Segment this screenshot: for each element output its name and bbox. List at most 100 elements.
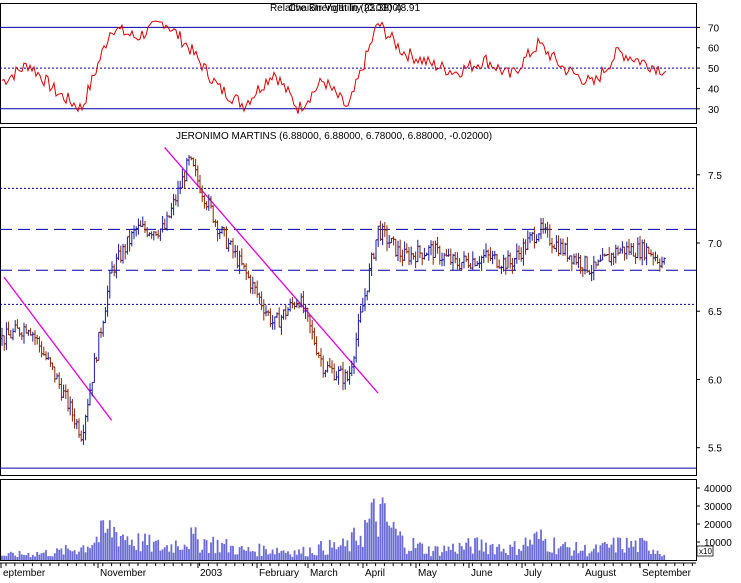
x-axis-label: March: [310, 568, 338, 578]
volume-bar: [174, 540, 177, 560]
volume-bar: [168, 551, 171, 560]
volume-bar: [181, 549, 184, 560]
volume-bar: [386, 521, 388, 560]
volume-bar: [359, 535, 362, 560]
volume-bar: [31, 554, 34, 560]
x-axis-label: 2003: [200, 568, 223, 578]
volume-bar: [507, 555, 509, 560]
volume-bar: [619, 537, 622, 560]
volume-bar: [509, 544, 512, 560]
volume-bar: [524, 537, 527, 560]
volume-bar: [568, 547, 571, 560]
volume-bar: [251, 551, 254, 560]
volume-bar: [313, 554, 316, 560]
volume-bar: [412, 537, 415, 560]
volume-bar: [126, 536, 129, 560]
volume-bar: [287, 551, 289, 560]
volume-bar: [194, 527, 197, 560]
volume-bar: [344, 546, 347, 560]
volume-bar: [542, 540, 545, 560]
volume-bar: [628, 547, 630, 560]
volume-bar: [575, 542, 578, 560]
volume-bar: [75, 554, 78, 560]
volume-bar: [553, 537, 556, 560]
volume-tick-label: 40000: [704, 484, 732, 495]
volume-bar: [282, 550, 285, 560]
volume-bar: [430, 556, 432, 560]
volume-bar: [304, 556, 307, 560]
volume-bar: [529, 539, 531, 560]
price-tick-label: 5.5: [708, 444, 722, 455]
volume-bar: [533, 533, 536, 560]
volume-bar: [416, 543, 419, 560]
volume-bar: [432, 551, 435, 560]
volume-bar: [40, 553, 43, 560]
volume-bar: [212, 536, 215, 560]
volume-bar: [192, 533, 195, 560]
volume-bar: [322, 550, 325, 560]
volume-bar: [111, 537, 113, 560]
volume-tick-label: 30000: [704, 502, 732, 513]
volume-bar: [650, 554, 652, 560]
volume-bar: [566, 547, 569, 560]
volume-bar: [467, 538, 470, 560]
volume-bar: [454, 551, 457, 560]
volume-bar: [298, 549, 300, 560]
volume-bar: [606, 543, 608, 560]
volume-bar: [544, 538, 547, 560]
volume-bar: [293, 550, 296, 560]
volume-bar: [562, 544, 564, 560]
volume-bar: [320, 541, 322, 560]
volume-bar: [179, 549, 182, 560]
volume-bar: [207, 553, 210, 560]
volume-bar: [513, 541, 516, 560]
volume-bar: [267, 554, 270, 560]
rsi-panel: 70 60 50 40 30: [0, 20, 720, 116]
volume-bar: [436, 546, 439, 560]
volume-bar: [139, 551, 142, 560]
volume-bar: [91, 545, 94, 560]
volume-bar: [295, 554, 298, 560]
volume-bar: [610, 544, 613, 560]
volume-bar: [423, 553, 426, 560]
volume-bar: [478, 550, 481, 560]
volume-bar: [498, 544, 501, 560]
volume-bar: [177, 546, 179, 560]
volume-bar: [370, 502, 373, 560]
volume-bar: [53, 553, 56, 560]
volume-bar: [480, 539, 483, 560]
volume-bar: [326, 554, 329, 560]
volume-bar: [570, 555, 573, 560]
volume-bar: [401, 535, 404, 560]
volume-bar: [58, 549, 61, 560]
volume-bar: [361, 546, 364, 560]
volume-bar: [456, 553, 459, 560]
volume-bar: [42, 552, 45, 560]
volume-bar: [548, 551, 551, 560]
volume-bar: [80, 547, 83, 560]
volume-bar: [458, 542, 461, 560]
volume-bar: [238, 547, 241, 560]
volume-bar: [603, 542, 606, 560]
volume-bar: [496, 546, 498, 560]
volume-bar: [243, 549, 245, 560]
volume-bar: [463, 549, 465, 560]
x-axis-label: July: [524, 568, 542, 578]
volume-bar: [49, 555, 52, 560]
volume-bar: [485, 542, 487, 560]
volume-bar: [260, 556, 263, 560]
volume-bar: [113, 526, 116, 560]
volume-bar: [309, 547, 311, 560]
volume-bar: [364, 519, 366, 560]
volume-bar: [375, 521, 377, 560]
volume-bar: [551, 552, 553, 560]
volume-bar: [465, 542, 468, 560]
rsi-series-line: [1, 20, 667, 114]
volume-bar: [159, 550, 162, 560]
volume-bar: [625, 537, 628, 560]
volume-bar: [515, 554, 518, 560]
volume-bar: [353, 527, 355, 560]
volume-bar: [474, 538, 476, 560]
volume-bar: [249, 551, 252, 560]
